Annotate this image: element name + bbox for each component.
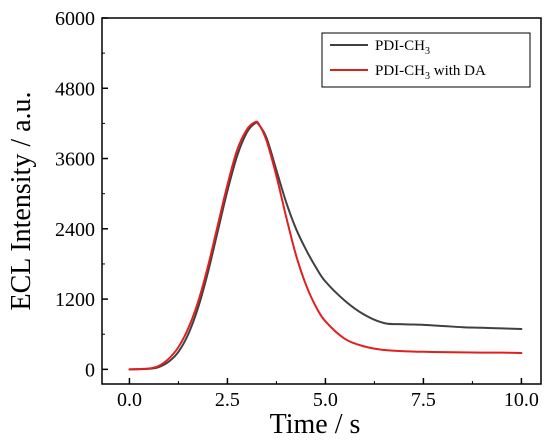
tick-labels: 0.0 2.5 5.0 7.5 10.0 0 1200 2400 3600 4800 6000 [55,8,539,411]
series-layer [128,120,523,371]
x-tick-label: 2.5 [215,389,240,411]
y-axis-title: ECL Intensity / a.u. [6,91,37,310]
legend-label-series-1: PDI-CH3 [375,38,430,57]
legend-box [321,32,531,88]
x-axis-title: Time / s [270,409,361,440]
x-tick-label: 0.0 [117,389,142,411]
legend: PDI-CH3 PDI-CH3 with DA [321,32,531,88]
y-tick-label: 4800 [55,78,95,100]
x-tick-label: 10.0 [504,389,539,411]
x-tick-label: 7.5 [411,389,436,411]
series-line-1 [128,121,523,371]
plot-frame [101,17,542,385]
y-tick-label: 0 [85,359,95,381]
y-tick-label: 1200 [55,289,95,311]
series-line-2 [128,120,523,371]
y-tick-label: 6000 [55,8,95,30]
y-tick-label: 2400 [55,219,95,241]
legend-label-series-2: PDI-CH3 with DA [375,63,486,82]
x-tick-label: 5.0 [313,389,338,411]
y-tick-label: 3600 [55,149,95,171]
